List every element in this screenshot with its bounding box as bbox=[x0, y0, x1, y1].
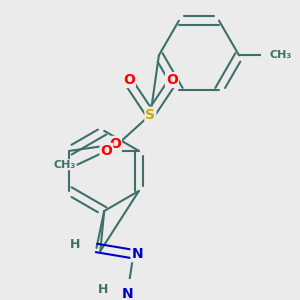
Text: O: O bbox=[100, 144, 112, 158]
Text: N: N bbox=[131, 247, 143, 261]
Text: H: H bbox=[70, 238, 80, 251]
Text: O: O bbox=[123, 73, 135, 87]
Text: CH₃: CH₃ bbox=[53, 160, 76, 170]
Text: O: O bbox=[166, 73, 178, 87]
Text: N: N bbox=[122, 287, 133, 300]
Text: H: H bbox=[98, 283, 108, 296]
Text: S: S bbox=[146, 108, 155, 122]
Text: O: O bbox=[109, 137, 121, 151]
Text: CH₃: CH₃ bbox=[270, 50, 292, 60]
